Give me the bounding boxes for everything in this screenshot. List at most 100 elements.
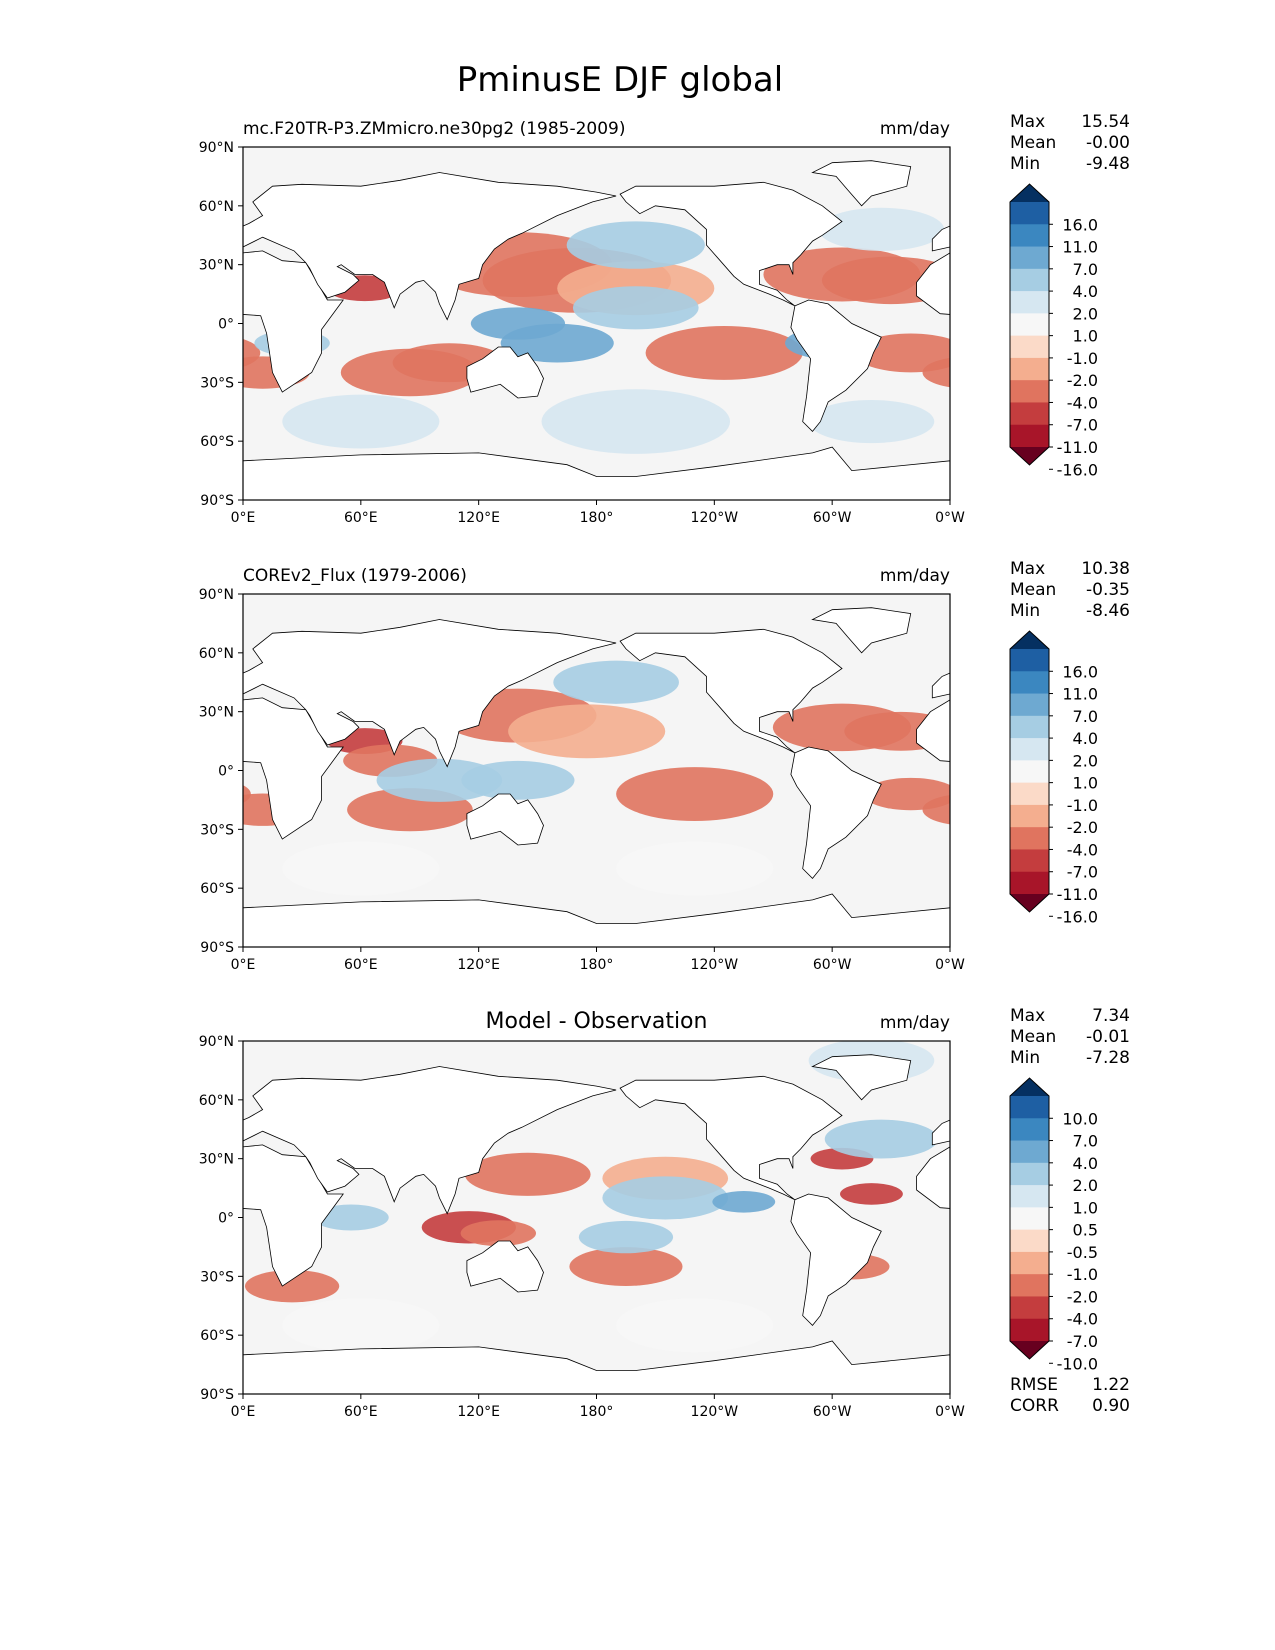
colorbar-tick-label: -4.0 (1067, 1310, 1098, 1329)
colorbar-tick-label: -11.0 (1057, 885, 1098, 904)
colorbar-tick-label: -4.0 (1067, 840, 1098, 859)
colorbar-tick-label: -7.0 (1067, 1332, 1098, 1351)
lon-tick-label: 120°W (691, 957, 739, 973)
field-feature (1178, 307, 1272, 339)
field-feature (460, 1220, 537, 1247)
lat-tick-label: 30°N (199, 1152, 234, 1168)
stat-value-max: 7.34 (1092, 1006, 1130, 1026)
lat-tick-label: 30°S (200, 822, 234, 838)
colorbar-tick-label: 2.0 (1073, 304, 1098, 323)
field-feature (1215, 704, 1275, 758)
land-antarctica (243, 446, 950, 500)
panel-3: 90°N 60°N 30°N 0° 30°S 60°S 90°S0°E 60°E 120°E 18… (5, 1006, 1243, 1420)
land-greenland (811, 607, 912, 654)
field-feature (1168, 1220, 1243, 1246)
stat-label-max: Max (1010, 1006, 1045, 1026)
continents (243, 1054, 950, 1394)
colorbar-tick-label: 16.0 (1062, 215, 1098, 234)
field-feature (0, 389, 23, 454)
colorbar-tick-label: -10.0 (1057, 1354, 1098, 1373)
map-area (5, 1041, 1243, 1394)
panel-2: 90°N 60°N 30°N 0° 30°S 60°S 90°S0°E 60°E 120°E 18… (0, 559, 1275, 973)
colorbar-tick-label: -7.0 (1067, 416, 1098, 435)
land-africa (243, 1144, 344, 1287)
colorbar-bottom-extend (1010, 1341, 1049, 1359)
colorbar-tick-label: -1.0 (1067, 1265, 1098, 1284)
field-feature (78, 327, 172, 359)
stat-label-max: Max (1010, 112, 1045, 132)
lat-tick-label: 60°N (199, 199, 234, 215)
field-feature (1100, 343, 1213, 382)
land-australia (466, 793, 544, 846)
colorbar-tick-label: 4.0 (1073, 729, 1098, 748)
lon-tick-label: 120°E (457, 510, 500, 526)
field-feature (840, 1183, 903, 1205)
field-feature (56, 248, 213, 302)
field-feature (566, 221, 705, 269)
field-feature (616, 767, 774, 821)
figure-title: PminusE DJF global (457, 60, 783, 100)
colorbar-segment (1010, 1140, 1049, 1164)
colorbar-tick-label: 11.0 (1062, 685, 1098, 704)
field-feature (282, 841, 440, 896)
colorbar-segment (1010, 335, 1049, 359)
lon-tick-label: 60°W (813, 510, 852, 526)
stat-value-mean: -0.00 (1086, 133, 1130, 153)
land-northamerica (619, 628, 843, 754)
lat-tick-label: 0° (218, 764, 234, 780)
colorbar-tick-label: 1.0 (1073, 1198, 1098, 1217)
lat-tick-label: 90°N (199, 1034, 234, 1050)
colorbar-tick-label: 16.0 (1062, 662, 1098, 681)
field-feature (922, 795, 950, 825)
field-feature (0, 767, 66, 821)
field-feature (922, 357, 950, 388)
stat-value-max: 15.54 (1081, 112, 1130, 132)
field-feature (1146, 689, 1275, 743)
continents (243, 160, 950, 500)
lon-tick-label: 180° (580, 510, 614, 526)
lon-tick-label: 120°W (691, 510, 739, 526)
map-area (0, 147, 1275, 500)
field-feature (5, 1191, 68, 1213)
field-feature (1264, 261, 1275, 315)
colorbar-segment (1010, 291, 1049, 314)
lon-tick-label: 180° (580, 957, 614, 973)
field-feature (616, 1298, 774, 1353)
field-feature (282, 1298, 440, 1353)
stat-label-mean: Mean (1010, 1027, 1056, 1047)
field-feature (1168, 761, 1275, 800)
field-feature (712, 1191, 776, 1213)
colorbar-segment (1010, 827, 1049, 850)
stat-value-mean: -0.01 (1086, 1027, 1130, 1047)
stat-value-min: -9.48 (1086, 154, 1130, 174)
colorbar-segment (1010, 693, 1049, 717)
field-feature (541, 389, 731, 454)
map-area (0, 594, 1275, 947)
lat-tick-label: 0° (218, 317, 234, 333)
colorbar-tick-label: -1.0 (1067, 349, 1098, 368)
field-feature (313, 1204, 389, 1231)
lat-tick-label: 90°N (199, 140, 234, 156)
colorbar-tick-label: 1.0 (1073, 774, 1098, 793)
field-feature (553, 660, 679, 704)
stat-value-min: -8.46 (1086, 601, 1130, 621)
field-feature (572, 286, 699, 330)
stat-value-mean: -0.35 (1086, 580, 1130, 600)
colorbar-segment (1010, 1296, 1049, 1320)
stat-label-min: Min (1010, 1048, 1040, 1068)
colorbar-tick-label: 7.0 (1073, 707, 1098, 726)
colorbar-tick-label: 1.0 (1073, 327, 1098, 346)
land-southamerica (790, 1193, 882, 1326)
lon-tick-label: 60°W (813, 1404, 852, 1420)
colorbar-tick-label: 0.5 (1073, 1221, 1098, 1240)
stat-label-min: Min (1010, 601, 1040, 621)
land-africa (243, 250, 344, 393)
field-feature (818, 207, 945, 251)
field-feature (0, 326, 96, 380)
land-australia (466, 346, 544, 399)
lat-tick-label: 60°S (200, 1328, 234, 1344)
land-eurasia (243, 172, 617, 321)
land-northamerica (619, 181, 843, 307)
field-feature (824, 1119, 938, 1159)
lon-tick-label: 180° (580, 1404, 614, 1420)
